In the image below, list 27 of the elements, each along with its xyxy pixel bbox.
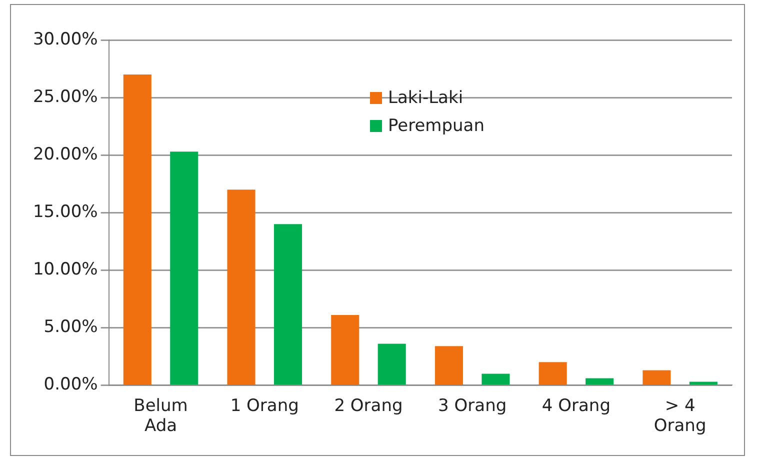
x-tick-label: 4 Orang [542, 396, 610, 416]
bar [642, 370, 671, 384]
bar [538, 362, 567, 384]
bar [227, 190, 256, 384]
bar [482, 374, 510, 384]
bar [331, 315, 360, 384]
x-tick-label: 2 Orang [334, 396, 403, 416]
bar [170, 152, 198, 384]
bar [586, 378, 614, 384]
y-tick-label: 15.00% [32, 202, 98, 222]
y-tick-label: 20.00% [32, 144, 98, 164]
bar [274, 224, 302, 384]
y-tick-label: 25.00% [32, 86, 98, 107]
y-tick-label: 5.00% [44, 317, 98, 338]
y-tick-label: 30.00% [32, 29, 98, 50]
bar [689, 382, 718, 384]
bar [123, 74, 152, 384]
legend-label: Perempuan [388, 116, 484, 136]
y-tick-label: 0.00% [44, 374, 98, 395]
x-tick-label: 3 Orang [438, 396, 507, 416]
bar [434, 346, 463, 384]
x-tick-label: Belum Ada [134, 396, 188, 436]
y-tick-label: 10.00% [32, 260, 98, 280]
x-tick-label: > 4 Orang [654, 396, 706, 436]
x-tick-label: 1 Orang [230, 396, 299, 416]
bar [378, 344, 406, 384]
legend-label: Laki-Laki [388, 88, 464, 108]
